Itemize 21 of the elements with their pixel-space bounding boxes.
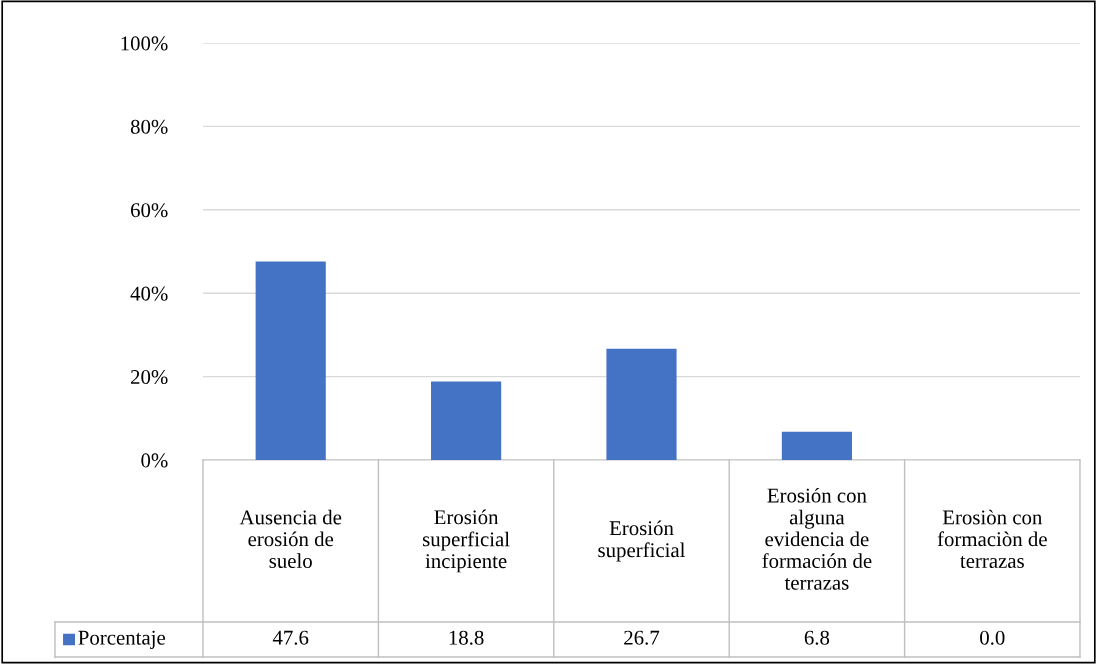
x-tick-label: Erosión con alguna evidencia de formación de terrazas: [762, 487, 872, 590]
bar: [431, 381, 502, 460]
legend-label: Porcentaje: [78, 630, 165, 649]
y-tick-label: 0%: [141, 453, 168, 468]
data-label: 6.8: [804, 630, 830, 645]
bar: [606, 348, 677, 460]
x-tick-label: Erosión superficial: [598, 520, 686, 562]
y-tick-label: 60%: [130, 203, 168, 218]
y-tick-label: 40%: [130, 286, 168, 301]
data-label: 26.7: [624, 630, 660, 645]
bar: [255, 261, 326, 460]
x-tick-label: Erosión superficial incipiente: [422, 509, 510, 573]
x-tick-label: Erosiòn con formaciòn de terrazas: [937, 509, 1047, 568]
data-label: 18.8: [449, 630, 484, 645]
data-label: 47.6: [272, 630, 309, 645]
y-tick-label: 100%: [121, 36, 168, 51]
x-tick-label: Ausencia de erosión de suelo: [239, 509, 342, 568]
y-tick-label: 80%: [130, 119, 168, 134]
data-label: 0.0: [980, 630, 1005, 645]
y-tick-label: 20%: [131, 369, 168, 385]
bar: [781, 431, 852, 460]
